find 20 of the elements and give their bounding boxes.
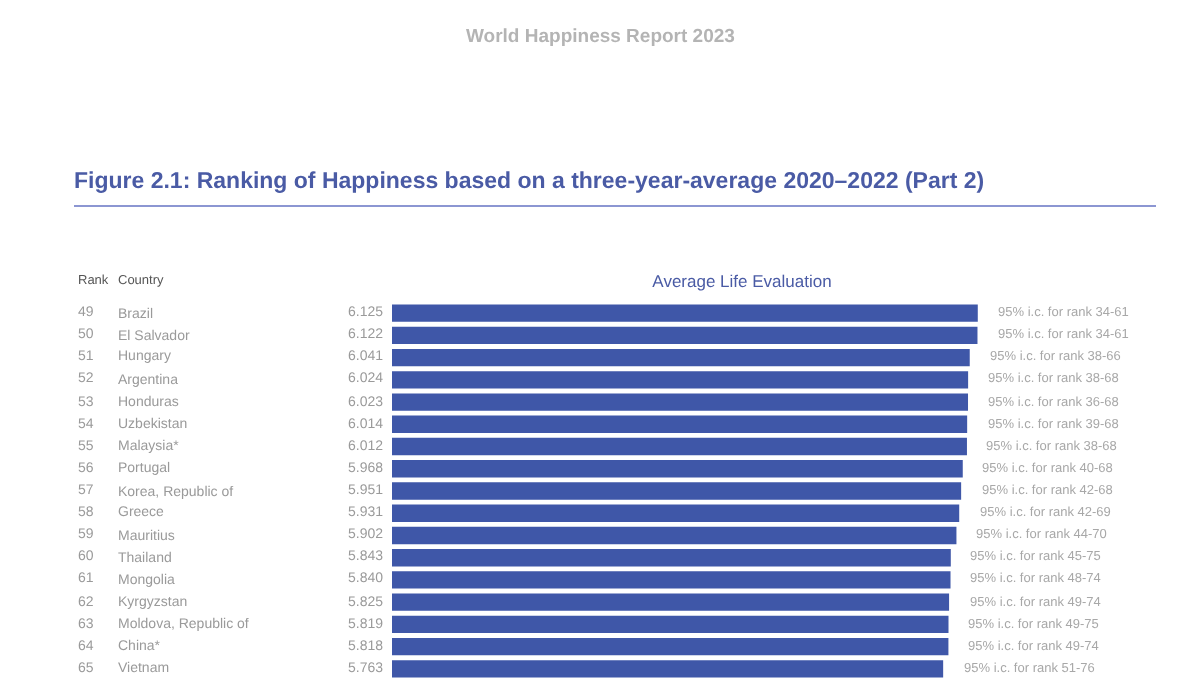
bar [392,593,950,611]
bar [392,504,960,522]
bar [392,371,969,389]
x-axis-title: Average Life Evaluation [652,271,833,292]
bar [392,393,969,411]
bar [392,615,949,634]
bar [392,482,962,500]
bar [392,326,978,345]
bar [392,571,951,589]
chart-title: Figure 2.1: Ranking of Happiness based on a three-year-average 2020–2022 (Part 2) [74,170,985,195]
bar [392,348,970,367]
bar [392,526,957,545]
text: World Happiness Report 2023 [466,26,735,48]
bar [392,660,944,678]
bar [392,549,951,567]
bar [392,437,967,456]
bar [392,304,978,322]
bar [392,460,963,478]
bar [392,637,949,656]
bar [392,415,968,433]
